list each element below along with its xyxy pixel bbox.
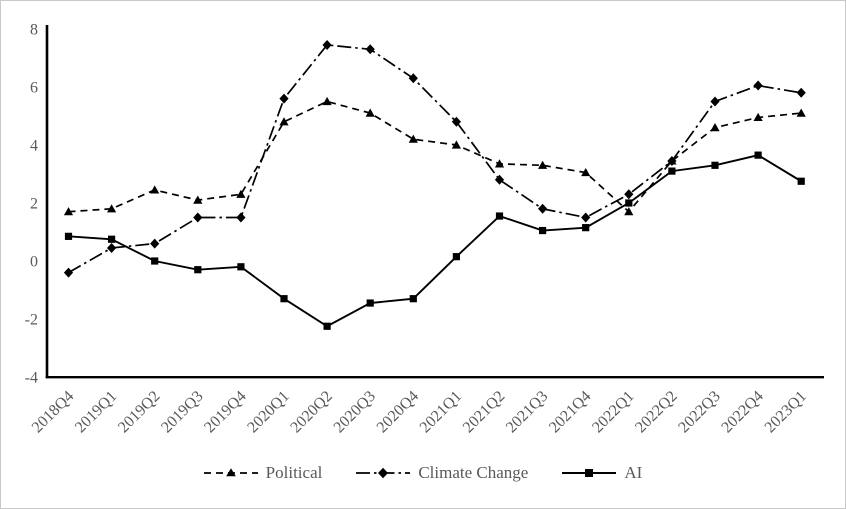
y-tick-label: 4 xyxy=(30,138,38,155)
x-tick-label: 2021Q1 xyxy=(417,388,465,436)
square-marker xyxy=(668,167,676,175)
series-line-ai xyxy=(68,154,802,328)
x-tick-label: 2019Q3 xyxy=(158,388,206,436)
series-line-climate-change xyxy=(68,44,802,274)
triangle-marker xyxy=(322,96,332,106)
diamond-marker xyxy=(279,93,289,104)
diamond-marker xyxy=(408,73,418,84)
triangle-marker xyxy=(365,108,375,117)
x-tick-label: 2022Q3 xyxy=(675,388,723,436)
x-tick-label: 2019Q2 xyxy=(115,388,163,436)
climate-change-line-sample-icon xyxy=(356,467,411,479)
x-tick-label: 2022Q4 xyxy=(718,388,766,436)
y-axis-tick-labels: 8 6 4 2 0 -2 -4 xyxy=(25,22,38,387)
square-marker xyxy=(64,232,73,240)
triangle-marker xyxy=(538,160,548,169)
triangle-marker xyxy=(581,167,591,177)
x-tick-label: 2018Q4 xyxy=(29,388,77,436)
political-line-sample-icon xyxy=(203,468,258,477)
x-tick-label: 2020Q4 xyxy=(374,388,422,436)
y-tick-label: 8 xyxy=(30,22,38,39)
y-tick-label: 0 xyxy=(30,254,38,271)
diamond-marker xyxy=(667,155,677,166)
square-marker xyxy=(625,199,633,207)
x-tick-label: 2023Q1 xyxy=(762,388,810,436)
y-tick-label: -4 xyxy=(25,370,38,387)
ai-line-sample-icon xyxy=(562,469,617,477)
square-marker xyxy=(754,151,762,159)
legend-label-political: Political xyxy=(265,463,323,482)
triangle-marker xyxy=(279,117,289,126)
y-tick-label: -2 xyxy=(25,312,38,329)
legend-label-ai: AI xyxy=(624,463,643,482)
diamond-marker xyxy=(451,116,461,127)
x-tick-label: 2021Q3 xyxy=(503,388,551,436)
triangle-marker xyxy=(624,207,634,216)
x-tick-label: 2021Q2 xyxy=(460,388,508,436)
diamond-marker xyxy=(150,238,160,249)
y-tick-label: 2 xyxy=(30,196,38,213)
square-marker xyxy=(237,263,245,271)
x-tick-label: 2020Q1 xyxy=(244,388,292,436)
series-line-political xyxy=(68,100,802,213)
triangle-marker xyxy=(236,189,246,198)
diamond-marker xyxy=(107,242,117,253)
square-marker xyxy=(495,212,504,220)
square-marker xyxy=(151,257,159,265)
x-tick-label: 2019Q4 xyxy=(201,388,249,436)
legend-label-climate-change: Climate Change xyxy=(418,463,529,482)
x-tick-label: 2022Q2 xyxy=(632,388,680,436)
diamond-marker xyxy=(236,212,246,223)
triangle-marker xyxy=(193,195,203,204)
series-climate-change xyxy=(63,39,806,278)
diamond-marker xyxy=(365,44,375,55)
square-marker xyxy=(280,295,288,303)
diamond-marker xyxy=(581,212,591,223)
series-political xyxy=(63,96,806,216)
diamond-marker xyxy=(63,267,74,278)
square-marker xyxy=(797,177,805,185)
triangle-marker xyxy=(451,140,461,149)
square-marker xyxy=(323,322,331,330)
legend-item-ai: AI xyxy=(562,463,642,483)
x-tick-label: 2022Q1 xyxy=(589,388,637,436)
square-marker xyxy=(582,224,590,232)
diamond-marker xyxy=(624,189,634,200)
legend-item-political: Political xyxy=(203,463,323,483)
y-tick-label: 6 xyxy=(30,80,38,97)
square-marker xyxy=(409,295,417,303)
square-marker xyxy=(539,226,547,235)
square-marker xyxy=(108,235,116,243)
diamond-marker xyxy=(193,212,203,223)
diamond-marker xyxy=(753,80,763,91)
x-tick-label: 2020Q3 xyxy=(331,388,379,436)
diamond-marker xyxy=(322,39,332,50)
triangle-marker xyxy=(753,112,763,122)
chart-legend: Political Climate Change AI xyxy=(1,463,845,483)
series-ai xyxy=(64,151,805,330)
triangle-marker xyxy=(107,204,117,213)
x-tick-label: 2020Q2 xyxy=(287,388,335,436)
triangle-marker xyxy=(494,159,505,168)
square-marker xyxy=(711,161,719,169)
x-tick-label: 2019Q1 xyxy=(72,388,120,436)
square-marker xyxy=(194,266,202,274)
diamond-marker xyxy=(796,87,806,98)
square-marker xyxy=(366,299,374,307)
x-tick-label: 2021Q4 xyxy=(546,388,594,436)
diamond-marker xyxy=(710,96,720,107)
diamond-marker xyxy=(538,203,548,214)
triangle-marker xyxy=(710,123,720,132)
triangle-marker xyxy=(63,207,74,216)
x-axis-tick-labels: 2018Q42019Q12019Q22019Q32019Q42020Q12020… xyxy=(29,388,810,436)
line-chart-plot: 86420-2-42018Q42019Q12019Q22019Q32019Q42… xyxy=(25,22,824,436)
square-marker xyxy=(452,253,460,261)
legend-item-climate-change: Climate Change xyxy=(356,463,528,483)
triangle-marker xyxy=(796,108,806,117)
triangle-marker xyxy=(150,185,160,194)
diamond-marker xyxy=(494,174,505,185)
triangle-marker xyxy=(408,134,418,143)
